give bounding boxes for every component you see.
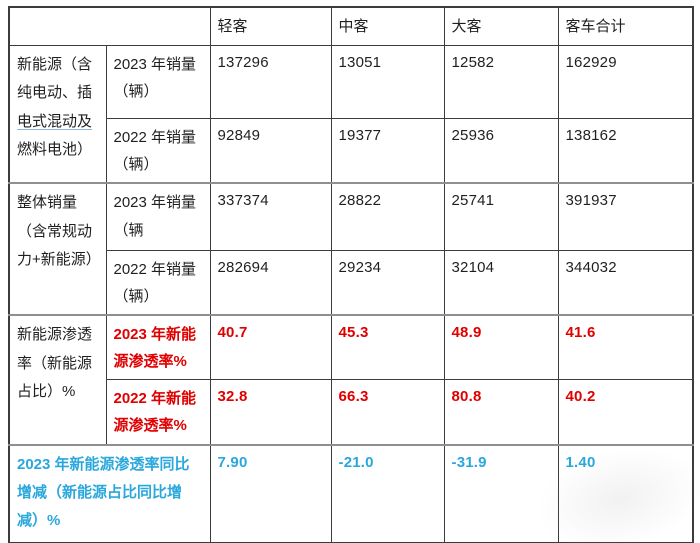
column-header-large-bus: 大客 — [443, 6, 559, 46]
table-row: 2022 年新能源渗透率% 32.8 66.3 80.8 40.2 — [9, 378, 694, 446]
value-cell: 40.7 — [209, 314, 332, 380]
value-cell: 28822 — [330, 182, 445, 251]
value-cell: 162929 — [557, 44, 694, 119]
value-cell: 337374 — [209, 182, 332, 251]
label-part-underlined: 电式混动及 — [17, 112, 93, 130]
metric-label-2023-penetration: 2023 年新能源渗透率% — [105, 314, 211, 380]
label-part: 新能源（含纯电动、插 — [17, 55, 93, 102]
value-cell: 32.8 — [209, 378, 332, 446]
table-row: 整体销量（含常规动力+新能源） 2023 年销量（辆 337374 28822 … — [8, 182, 694, 316]
value-cell: 45.3 — [330, 314, 445, 380]
value-cell: 344032 — [557, 249, 694, 316]
table-row: 2022 年销量（辆） 92849 19377 25936 138162 — [9, 117, 694, 184]
value-cell: 25936 — [443, 117, 559, 184]
summary-label-yoy-change: 2023 年新能源渗透率同比增减（新能源占比同比增减）% — [8, 444, 211, 543]
value-cell: 19377 — [330, 117, 445, 184]
summary-row: 2023 年新能源渗透率同比增减（新能源占比同比增减）% 7.90 -21.0 … — [8, 444, 694, 543]
metric-label-2022-penetration: 2022 年新能源渗透率% — [105, 378, 211, 446]
column-header-medium-bus: 中客 — [330, 6, 445, 46]
bus-sales-table: 轻客 中客 大客 客车合计 新能源（含纯电动、插电式混动及燃料电池） 2023 … — [8, 6, 694, 543]
column-header-light-bus: 轻客 — [209, 6, 332, 46]
value-cell: 391937 — [557, 182, 694, 251]
metric-label-2022-sales: 2022 年销量（辆） — [105, 117, 211, 184]
value-cell: 7.90 — [209, 444, 332, 543]
value-cell: 137296 — [209, 44, 332, 119]
table-row: 2022 年销量（辆） 282694 29234 32104 344032 — [9, 249, 694, 316]
value-cell: 48.9 — [443, 314, 559, 380]
row-group-label-penetration: 新能源渗透率（新能源占比）% — [8, 314, 107, 446]
value-cell: 92849 — [209, 117, 332, 184]
value-cell: 25741 — [443, 182, 559, 251]
value-cell: 66.3 — [330, 378, 445, 446]
row-group-label-new-energy: 新能源（含纯电动、插电式混动及燃料电池） — [8, 44, 107, 184]
column-header-total: 客车合计 — [557, 6, 694, 46]
value-cell: 138162 — [557, 117, 694, 184]
value-cell: 29234 — [330, 249, 445, 316]
row-group-label-overall-sales: 整体销量（含常规动力+新能源） — [8, 182, 107, 316]
value-cell: 12582 — [443, 44, 559, 119]
table-row: 新能源（含纯电动、插电式混动及燃料电池） 2023 年销量（辆） 137296 … — [8, 44, 694, 184]
value-cell: 40.2 — [557, 378, 694, 446]
value-cell: -21.0 — [330, 444, 445, 543]
value-cell: 32104 — [443, 249, 559, 316]
table-row: 新能源渗透率（新能源占比）% 2023 年新能源渗透率% 40.7 45.3 4… — [8, 314, 694, 446]
value-cell: 1.40 — [557, 444, 694, 543]
label-part: 燃料电池） — [17, 141, 93, 158]
value-cell: 80.8 — [443, 378, 559, 446]
metric-label-2023-sales: 2023 年销量（辆 — [105, 182, 211, 251]
header-blank-cell — [8, 6, 211, 46]
header-row: 轻客 中客 大客 客车合计 — [8, 6, 694, 46]
value-cell: 13051 — [330, 44, 445, 119]
value-cell: 41.6 — [557, 314, 694, 380]
metric-label-2023-sales: 2023 年销量（辆） — [105, 44, 211, 119]
value-cell: -31.9 — [443, 444, 559, 543]
value-cell: 282694 — [209, 249, 332, 316]
metric-label-2022-sales: 2022 年销量（辆） — [105, 249, 211, 316]
